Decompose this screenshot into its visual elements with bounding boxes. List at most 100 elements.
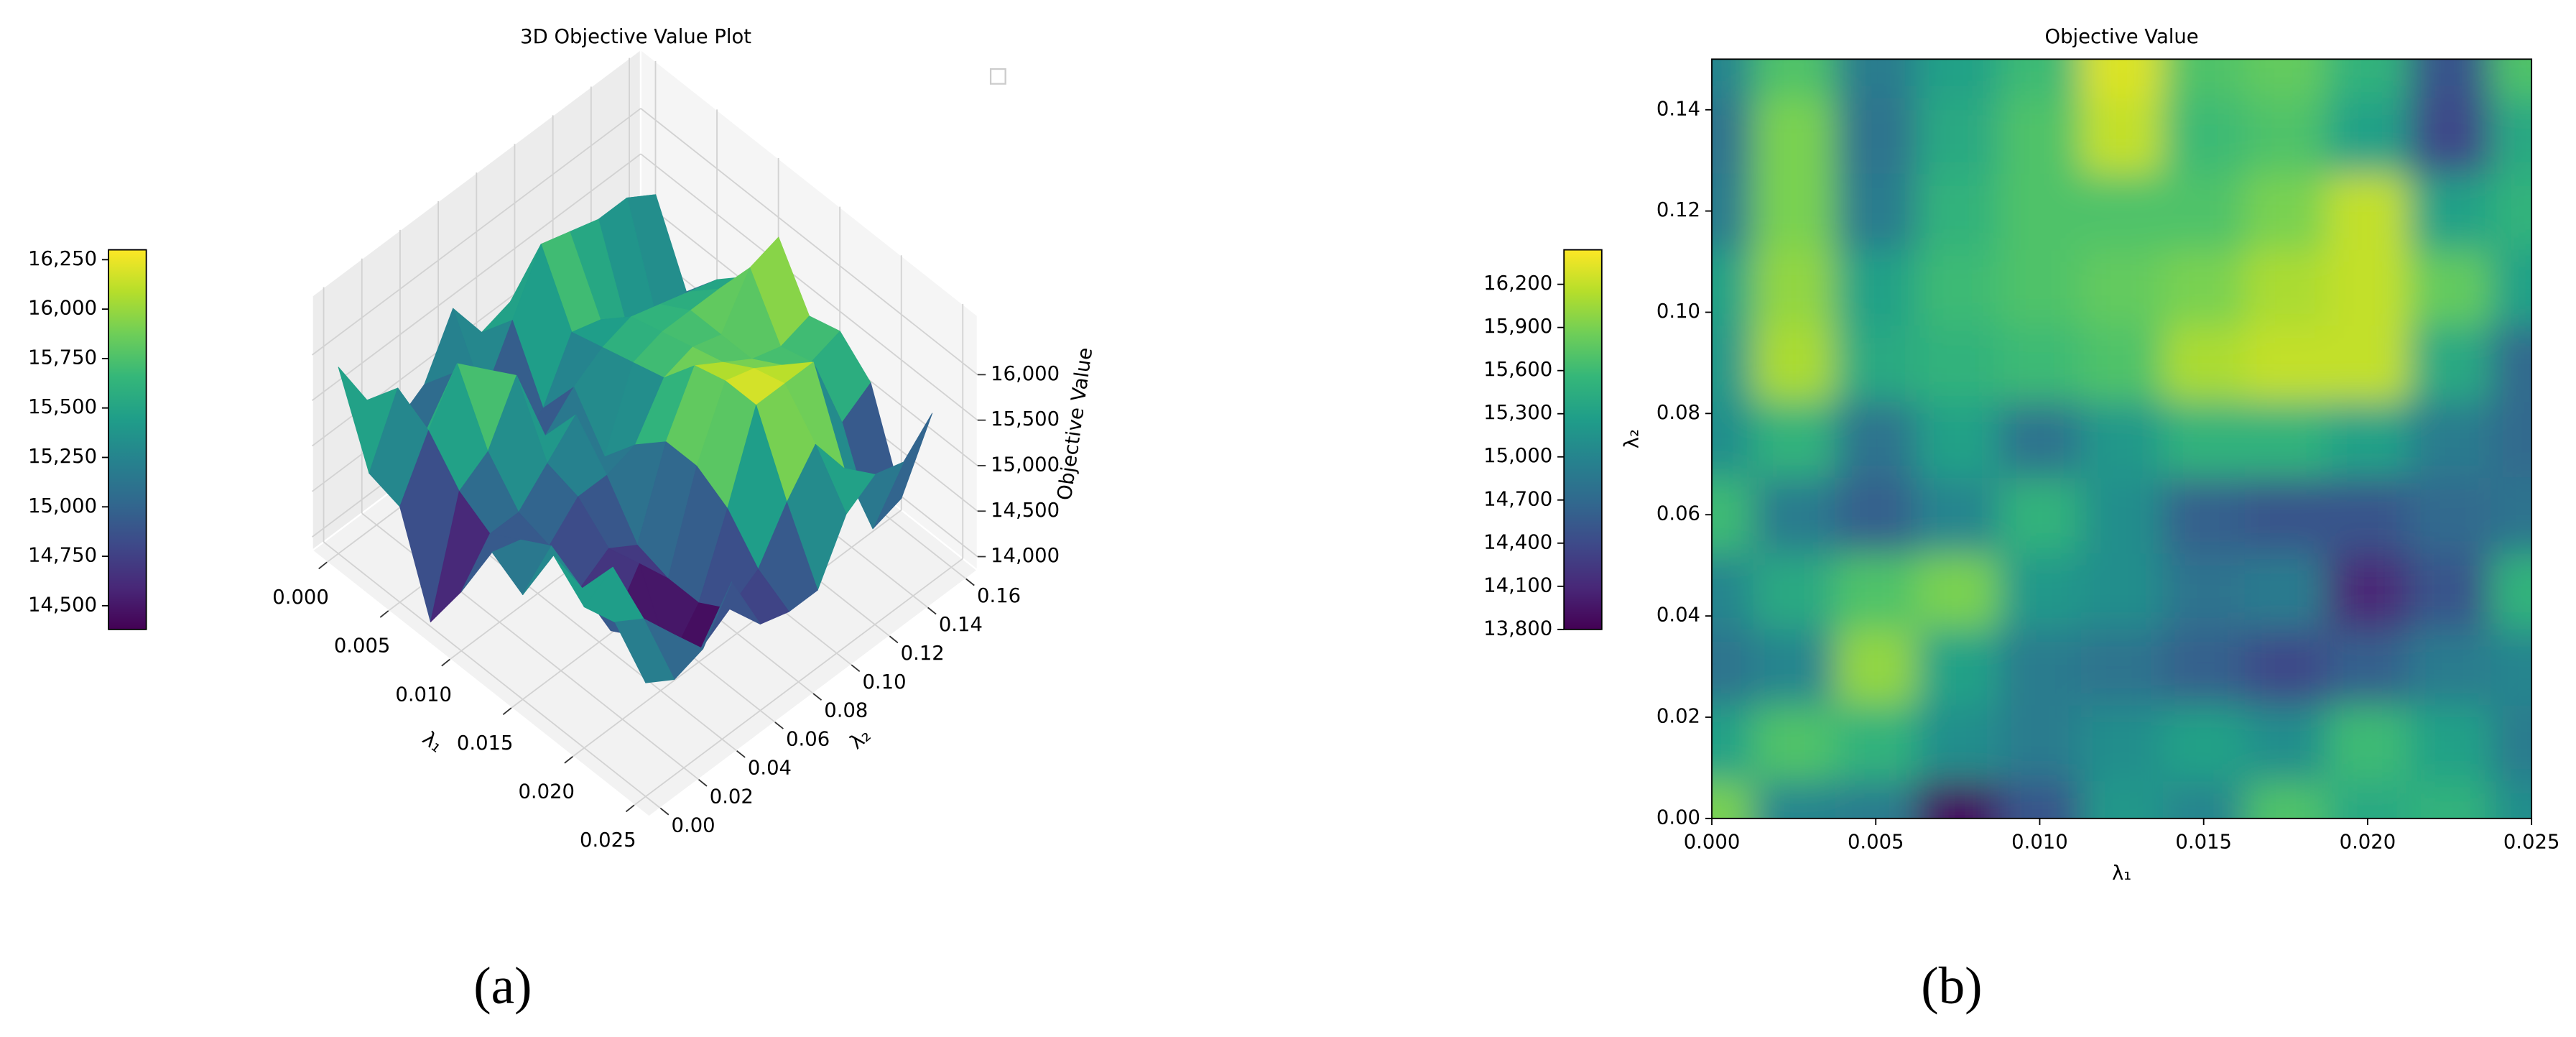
y-tick xyxy=(774,722,784,729)
contour-cell xyxy=(2326,172,2410,250)
contour-cell xyxy=(1753,476,1836,554)
contour-cell xyxy=(2080,476,2164,554)
contour-cell xyxy=(2491,400,2532,478)
y-tick xyxy=(851,664,861,673)
contour-cell xyxy=(2080,325,2164,402)
y-tick-label: 0.08 xyxy=(1657,402,1700,424)
contour-cell xyxy=(1753,172,1836,250)
x-tick-label: 0.020 xyxy=(2340,831,2396,854)
contour-cell xyxy=(1712,59,1754,98)
y-tick-label: 0.04 xyxy=(1657,604,1700,627)
contour-cell xyxy=(2162,780,2246,819)
contour-cell xyxy=(2408,172,2492,250)
contour-cell xyxy=(2408,628,2492,706)
contour-cell xyxy=(1998,172,2082,250)
contour-cell xyxy=(2080,400,2164,478)
contour-cell xyxy=(2491,325,2532,402)
y-tick-label: 0.12 xyxy=(1657,199,1700,221)
contour-cell xyxy=(2408,59,2492,98)
y-tick xyxy=(812,693,823,701)
y-tick-label: 0.14 xyxy=(1657,98,1700,120)
x-tick-label: 0.025 xyxy=(2503,831,2560,854)
contour-cell xyxy=(1998,704,2082,782)
contour-cell xyxy=(1917,59,2000,98)
contour-cell xyxy=(1835,780,1918,819)
y-tick-label: 0.10 xyxy=(862,671,906,693)
contour-cell xyxy=(2491,97,2532,174)
y-tick-label: 0.12 xyxy=(901,642,945,665)
contour-cell xyxy=(1998,97,2082,174)
contour-cell xyxy=(1917,780,2000,819)
colorbar-tick-label: 14,400 xyxy=(1483,531,1552,553)
legend-box xyxy=(989,68,1006,85)
contour-cell xyxy=(2162,325,2246,402)
colorbar-tick-label: 16,200 xyxy=(1483,272,1552,295)
contour-cell xyxy=(2408,553,2492,630)
colorbar-tick-label: 15,900 xyxy=(1483,315,1552,338)
contour-cell xyxy=(2080,249,2164,326)
contour-cell xyxy=(2408,249,2492,326)
contour-cell xyxy=(2408,325,2492,402)
contour-cell xyxy=(1712,628,1754,706)
colorbar xyxy=(108,249,147,630)
contour-cell xyxy=(2491,628,2532,706)
contour-cell xyxy=(2162,704,2246,782)
colorbar-tick-label: 14,100 xyxy=(1483,574,1552,596)
surface-face xyxy=(614,618,675,683)
contour-cell xyxy=(2244,325,2328,402)
contour-cell xyxy=(2326,249,2410,326)
contour-cell xyxy=(2491,249,2532,326)
contour-cell xyxy=(1753,325,1836,402)
colorbar-tick-label: 16,000 xyxy=(28,298,97,320)
contour-cell xyxy=(2244,249,2328,326)
contour-cell xyxy=(2491,172,2532,250)
y-tick-label: 0.14 xyxy=(939,614,983,636)
plot-clip xyxy=(1712,59,2532,819)
x-tick-label: 0.005 xyxy=(334,635,391,658)
y-tick xyxy=(927,607,937,615)
contour-cell xyxy=(1917,704,2000,782)
caption: (b) xyxy=(1921,957,1982,1015)
contour-cell xyxy=(2244,172,2328,250)
x-tick-label: 0.020 xyxy=(518,781,575,803)
contour-cell xyxy=(1835,628,1918,706)
contour-cell xyxy=(2162,97,2246,174)
colorbar-tick-label: 15,300 xyxy=(1483,402,1552,424)
contour-cell xyxy=(1712,97,1754,174)
contour-cell xyxy=(1753,400,1836,478)
z-tick-label: 14,000 xyxy=(991,545,1060,567)
contour-cell xyxy=(1712,249,1754,326)
y-tick-label: 0.02 xyxy=(1657,705,1700,727)
contour-cell xyxy=(2244,780,2328,819)
contour-cell xyxy=(2080,780,2164,819)
contour-cell xyxy=(2326,325,2410,402)
contour-cell xyxy=(2491,476,2532,554)
y-tick-label: 0.06 xyxy=(786,729,830,751)
contour-cell xyxy=(1753,704,1836,782)
contour-cell xyxy=(2326,553,2410,630)
y-tick xyxy=(659,807,670,816)
grid-line xyxy=(323,541,661,809)
contour-cell xyxy=(2408,400,2492,478)
colorbar-tick-label: 15,000 xyxy=(1483,445,1552,467)
grid-line xyxy=(312,108,641,356)
grid-line xyxy=(640,153,978,421)
contour-cell xyxy=(1835,325,1918,402)
contour-field xyxy=(1712,59,2532,819)
contour-cell xyxy=(2491,553,2532,630)
contour-cell xyxy=(2162,249,2246,326)
contour-cell xyxy=(1998,476,2082,554)
colorbar-tick-label: 13,800 xyxy=(1483,617,1552,640)
x-tick-label: 0.010 xyxy=(2011,831,2068,854)
x-tick-label: 0.005 xyxy=(1848,831,1904,854)
colorbar-tick-label: 15,750 xyxy=(28,346,97,369)
y-tick xyxy=(736,750,746,758)
contour-cell xyxy=(1835,704,1918,782)
contour-cell xyxy=(1835,249,1918,326)
contour-cell xyxy=(2326,400,2410,478)
colorbar-tick-label: 14,500 xyxy=(28,594,97,616)
contour-cell xyxy=(2162,172,2246,250)
y-tick-label: 0.10 xyxy=(1657,300,1700,323)
